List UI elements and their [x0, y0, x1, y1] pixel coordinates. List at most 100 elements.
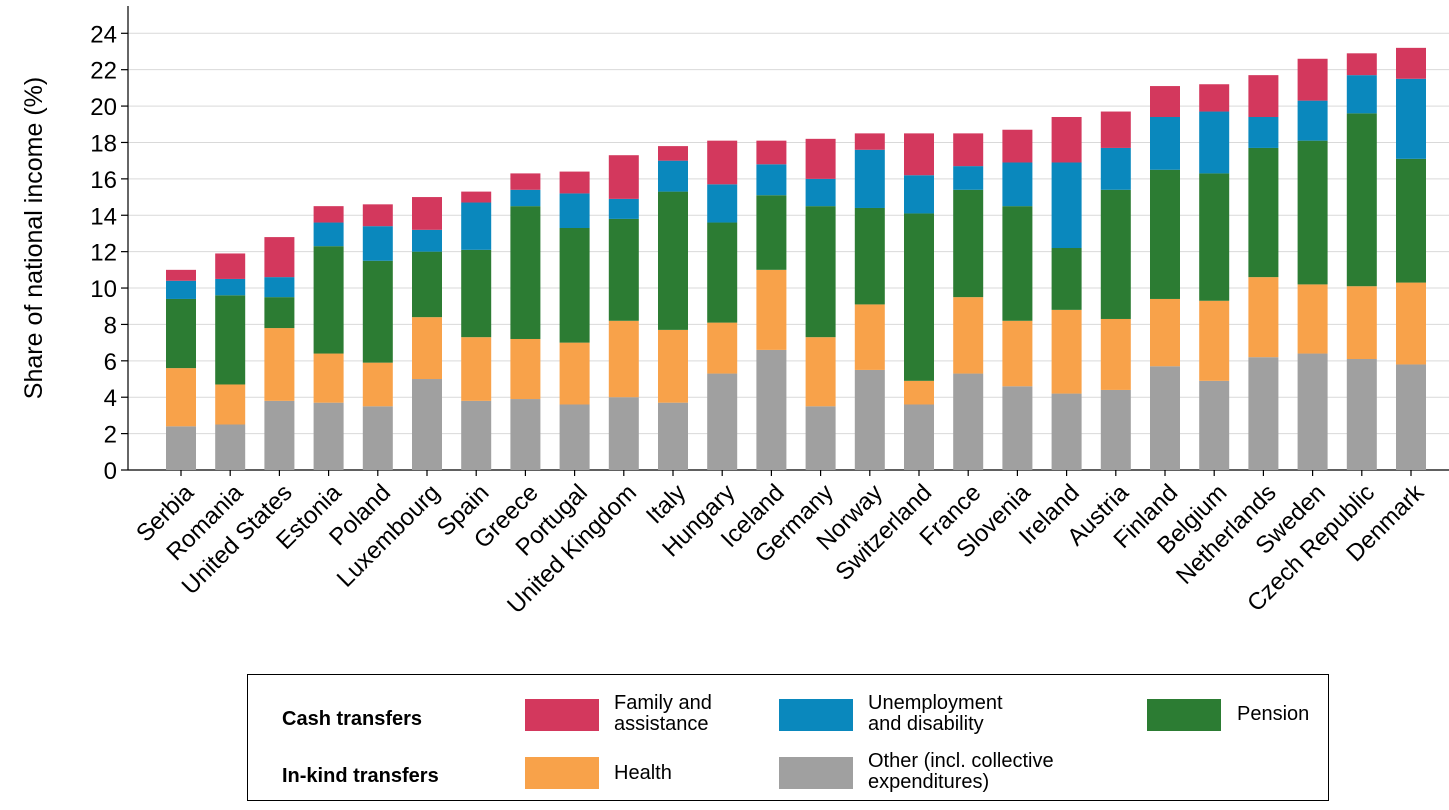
bar-ireland-series-0 — [1051, 393, 1082, 470]
bar-iceland-series-4 — [756, 140, 787, 165]
y-tick-label: 18 — [90, 130, 117, 157]
bar-portugal-series-0 — [559, 404, 590, 470]
bar-france-series-2 — [953, 189, 984, 298]
bar-sweden-series-0 — [1297, 353, 1328, 470]
bar-greece-series-4 — [510, 173, 541, 190]
legend-swatch-pension — [1147, 699, 1221, 731]
bar-czech-republic-series-4 — [1346, 53, 1377, 76]
bar-norway-series-3 — [854, 149, 885, 208]
legend-label-family: Family and assistance — [614, 692, 712, 735]
bar-norway-series-0 — [854, 369, 885, 470]
bar-greece-series-0 — [510, 399, 541, 470]
bar-austria-series-2 — [1100, 189, 1131, 319]
bar-poland-series-1 — [362, 362, 393, 407]
bar-spain-series-3 — [461, 202, 492, 250]
bar-slovenia-series-0 — [1002, 386, 1033, 470]
legend: Cash transfers In-kind transfers Family … — [247, 674, 1329, 801]
bar-switzerland-series-1 — [904, 380, 934, 405]
y-tick-label: 0 — [104, 458, 117, 485]
bar-ireland-series-3 — [1051, 162, 1082, 249]
stacked-bar-chart: 024681012141618202224SerbiaRomaniaUnited… — [20, 6, 1449, 619]
bar-germany-series-4 — [805, 138, 836, 179]
bar-netherlands-series-4 — [1248, 75, 1279, 117]
bar-france-series-0 — [953, 373, 984, 470]
bar-luxembourg-series-4 — [412, 197, 442, 230]
bar-romania-series-2 — [215, 295, 246, 385]
bar-united-states-series-0 — [264, 400, 295, 470]
bar-spain-series-0 — [461, 400, 492, 470]
bar-czech-republic-series-3 — [1346, 75, 1377, 114]
legend-label-pension: Pension — [1237, 703, 1310, 725]
bar-belgium-series-4 — [1199, 84, 1230, 112]
legend-swatch-unemployment — [779, 699, 853, 731]
bar-austria-series-4 — [1100, 111, 1131, 148]
bar-belgium-series-0 — [1199, 380, 1230, 470]
legend-label-health: Health — [614, 762, 672, 784]
bar-hungary-series-4 — [707, 140, 738, 185]
legend-swatch-other — [779, 757, 853, 789]
legend-label-other: Other (incl. collective expenditures) — [868, 750, 1054, 793]
bar-romania-series-1 — [215, 384, 246, 425]
bar-austria-series-0 — [1100, 389, 1131, 470]
bar-sweden-series-3 — [1297, 100, 1328, 141]
bar-norway-series-4 — [854, 133, 885, 150]
y-tick-label: 24 — [90, 21, 117, 48]
y-tick-label: 4 — [104, 385, 117, 412]
bar-greece-series-3 — [510, 189, 541, 207]
bar-netherlands-series-0 — [1248, 357, 1279, 470]
bar-czech-republic-series-1 — [1346, 286, 1377, 360]
bar-portugal-series-3 — [559, 193, 590, 228]
bar-italy-series-4 — [658, 146, 688, 161]
y-axis-title: Share of national income (%) — [20, 77, 48, 399]
bar-belgium-series-1 — [1199, 300, 1230, 381]
bar-hungary-series-0 — [707, 373, 738, 470]
bar-netherlands-series-3 — [1248, 116, 1279, 148]
bar-hungary-series-1 — [707, 322, 738, 374]
bar-italy-series-0 — [658, 402, 688, 470]
y-tick-label: 6 — [104, 349, 117, 376]
bar-slovenia-series-2 — [1002, 206, 1033, 321]
y-tick-label: 10 — [90, 276, 117, 303]
bar-serbia-series-3 — [166, 280, 196, 299]
legend-group-inkind: In-kind transfers — [282, 765, 439, 787]
bar-poland-series-3 — [362, 226, 393, 261]
bar-iceland-series-0 — [756, 349, 787, 470]
bar-romania-series-3 — [215, 278, 246, 296]
bar-serbia-series-1 — [166, 368, 196, 427]
bar-finland-series-2 — [1150, 169, 1180, 299]
bar-sweden-series-4 — [1297, 58, 1328, 101]
bar-luxembourg-series-0 — [412, 379, 442, 470]
bar-spain-series-1 — [461, 337, 492, 401]
bar-slovenia-series-1 — [1002, 320, 1033, 387]
legend-swatch-family — [525, 699, 599, 731]
bar-france-series-1 — [953, 297, 984, 374]
bar-france-series-4 — [953, 133, 984, 167]
bar-czech-republic-series-2 — [1346, 113, 1377, 287]
bar-norway-series-2 — [854, 207, 885, 305]
bar-united-kingdom-series-4 — [608, 155, 639, 199]
bar-serbia-series-2 — [166, 298, 196, 369]
bar-united-kingdom-series-0 — [608, 397, 639, 470]
y-tick-label: 14 — [90, 203, 117, 230]
bar-united-states-series-1 — [264, 328, 295, 401]
bar-italy-series-2 — [658, 191, 688, 330]
bar-denmark-series-2 — [1396, 158, 1426, 283]
bar-belgium-series-3 — [1199, 111, 1230, 174]
bar-switzerland-series-3 — [904, 175, 934, 214]
bar-sweden-series-2 — [1297, 140, 1328, 285]
bar-spain-series-4 — [461, 191, 492, 203]
bar-slovenia-series-4 — [1002, 129, 1033, 163]
bar-iceland-series-1 — [756, 269, 787, 350]
bar-sweden-series-1 — [1297, 284, 1328, 354]
legend-swatch-health — [525, 757, 599, 789]
bar-austria-series-1 — [1100, 318, 1131, 390]
bar-italy-series-1 — [658, 329, 688, 403]
bar-netherlands-series-1 — [1248, 277, 1279, 358]
bar-denmark-series-4 — [1396, 47, 1426, 79]
bar-estonia-series-0 — [313, 402, 344, 470]
bar-france-series-3 — [953, 166, 984, 190]
bar-greece-series-1 — [510, 338, 541, 400]
bar-finland-series-1 — [1150, 298, 1180, 367]
y-tick-label: 2 — [104, 422, 117, 449]
bar-united-kingdom-series-1 — [608, 320, 639, 398]
